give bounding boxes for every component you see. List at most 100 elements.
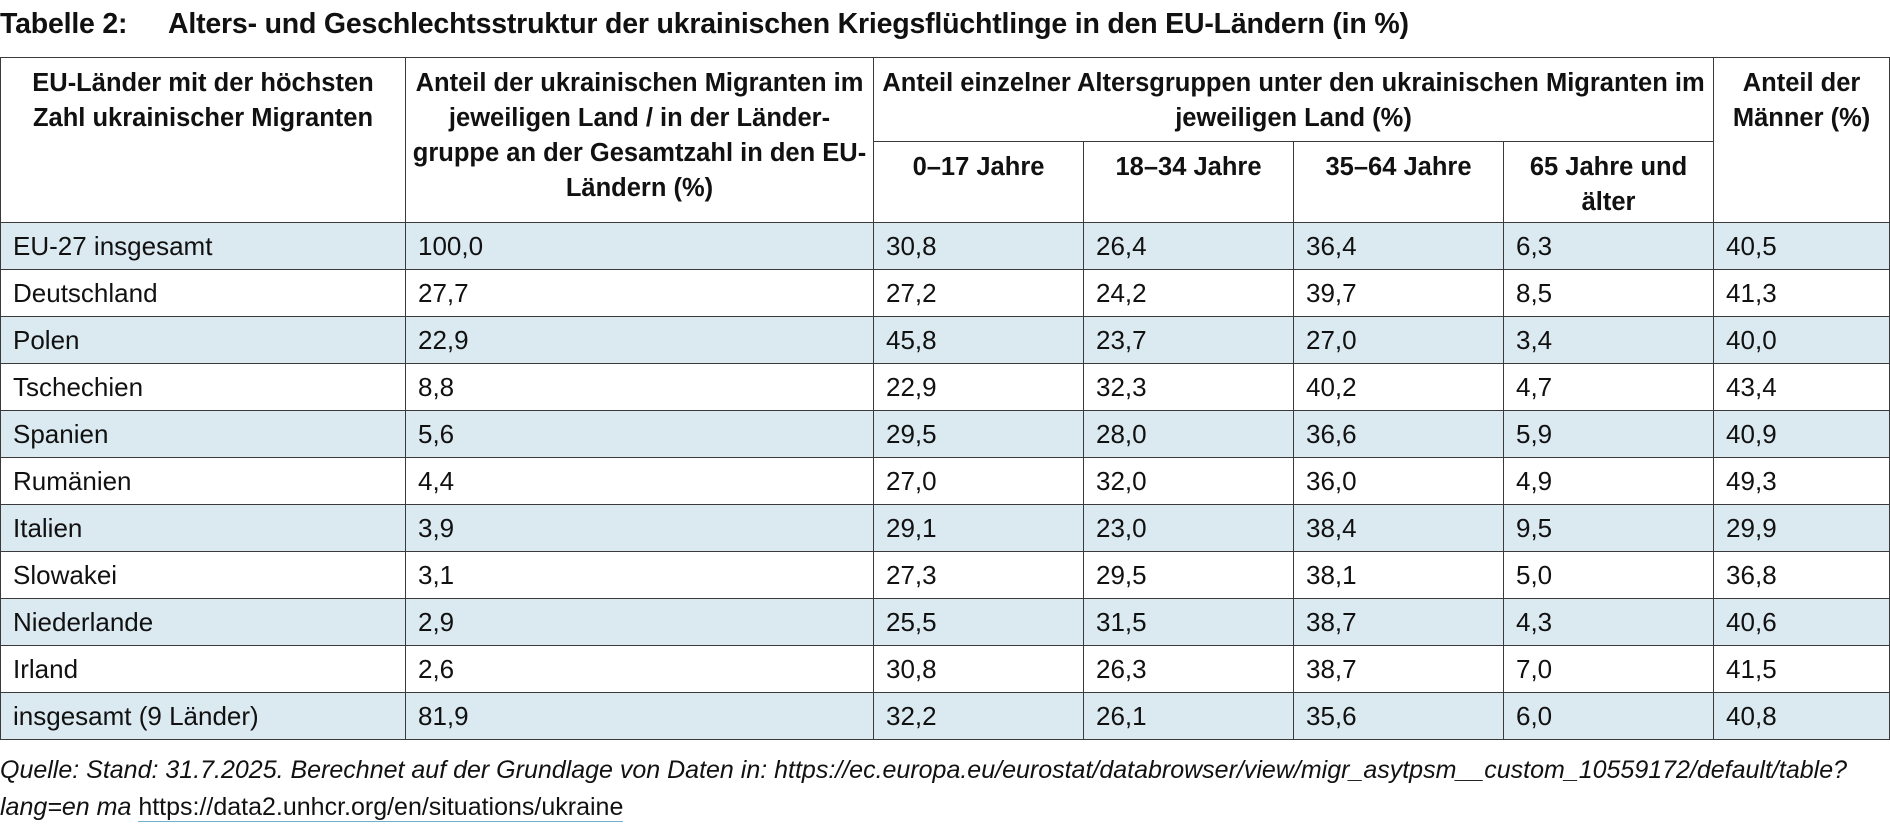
cell-age-0-17: 30,8 bbox=[873, 645, 1084, 693]
cell-share: 3,1 bbox=[405, 551, 874, 599]
cell-age-18-34: 26,4 bbox=[1083, 222, 1294, 270]
header-age-18-34: 18–34 Jahre bbox=[1083, 141, 1294, 223]
cell-age-65-plus: 6,3 bbox=[1502, 222, 1715, 270]
cell-age-18-34: 32,3 bbox=[1083, 363, 1294, 411]
table-row: Tschechien 8,8 22,9 32,3 40,2 4,7 43,4 bbox=[0, 363, 1890, 411]
table-number: Tabelle 2: bbox=[0, 8, 128, 40]
cell-country: Niederlande bbox=[0, 598, 406, 646]
cell-age-35-64: 36,4 bbox=[1293, 222, 1504, 270]
header-men: Anteil der Männer (%) bbox=[1713, 57, 1890, 223]
table-title-text: Alters- und Geschlechtsstruktur der ukra… bbox=[168, 8, 1409, 40]
data-table: EU-Länder mit der höchsten Zahl ukrainis… bbox=[0, 57, 1890, 740]
table-row: Niederlande 2,9 25,5 31,5 38,7 4,3 40,6 bbox=[0, 598, 1890, 646]
cell-age-65-plus: 8,5 bbox=[1502, 269, 1715, 317]
cell-age-0-17: 27,0 bbox=[873, 457, 1084, 505]
cell-age-0-17: 22,9 bbox=[873, 363, 1084, 411]
cell-men: 29,9 bbox=[1713, 504, 1890, 552]
cell-country: Slowakei bbox=[0, 551, 406, 599]
cell-age-0-17: 29,5 bbox=[873, 410, 1084, 458]
cell-age-35-64: 36,0 bbox=[1293, 457, 1504, 505]
cell-share: 3,9 bbox=[405, 504, 874, 552]
cell-age-18-34: 29,5 bbox=[1083, 551, 1294, 599]
cell-country: Polen bbox=[0, 316, 406, 364]
cell-age-35-64: 36,6 bbox=[1293, 410, 1504, 458]
cell-share: 4,4 bbox=[405, 457, 874, 505]
cell-men: 40,6 bbox=[1713, 598, 1890, 646]
cell-share: 2,9 bbox=[405, 598, 874, 646]
cell-country: Deutschland bbox=[0, 269, 406, 317]
cell-age-65-plus: 4,7 bbox=[1502, 363, 1715, 411]
cell-age-35-64: 38,7 bbox=[1293, 645, 1504, 693]
cell-age-0-17: 32,2 bbox=[873, 692, 1084, 740]
cell-age-65-plus: 9,5 bbox=[1502, 504, 1715, 552]
cell-age-35-64: 35,6 bbox=[1293, 692, 1504, 740]
cell-country: Tschechien bbox=[0, 363, 406, 411]
cell-age-65-plus: 5,0 bbox=[1502, 551, 1715, 599]
cell-share: 27,7 bbox=[405, 269, 874, 317]
cell-country: EU-27 insgesamt bbox=[0, 222, 406, 270]
header-age-group: Anteil einzelner Altersgruppen unter den… bbox=[872, 57, 1715, 142]
cell-age-65-plus: 6,0 bbox=[1502, 692, 1715, 740]
cell-men: 41,3 bbox=[1713, 269, 1890, 317]
cell-share: 8,8 bbox=[405, 363, 874, 411]
header-country: EU-Länder mit der höchsten Zahl ukrainis… bbox=[0, 57, 406, 223]
source-note: Quelle: Stand: 31.7.2025. Berechnet auf … bbox=[0, 752, 1890, 826]
cell-men: 40,9 bbox=[1713, 410, 1890, 458]
cell-age-65-plus: 4,9 bbox=[1502, 457, 1715, 505]
source-link[interactable]: https://data2.unhcr.org/en/situations/uk… bbox=[138, 793, 624, 822]
cell-age-18-34: 23,7 bbox=[1083, 316, 1294, 364]
cell-age-35-64: 27,0 bbox=[1293, 316, 1504, 364]
cell-age-65-plus: 4,3 bbox=[1502, 598, 1715, 646]
table-row: EU-27 insgesamt 100,0 30,8 26,4 36,4 6,3… bbox=[0, 222, 1890, 270]
table-row: Italien 3,9 29,1 23,0 38,4 9,5 29,9 bbox=[0, 504, 1890, 552]
cell-age-0-17: 27,3 bbox=[873, 551, 1084, 599]
cell-country: insgesamt (9 Länder) bbox=[0, 692, 406, 740]
cell-share: 5,6 bbox=[405, 410, 874, 458]
cell-age-18-34: 24,2 bbox=[1083, 269, 1294, 317]
cell-age-18-34: 26,3 bbox=[1083, 645, 1294, 693]
cell-age-65-plus: 7,0 bbox=[1502, 645, 1715, 693]
cell-age-35-64: 38,4 bbox=[1293, 504, 1504, 552]
cell-age-18-34: 31,5 bbox=[1083, 598, 1294, 646]
cell-age-0-17: 30,8 bbox=[873, 222, 1084, 270]
cell-country: Rumänien bbox=[0, 457, 406, 505]
cell-men: 43,4 bbox=[1713, 363, 1890, 411]
cell-men: 40,8 bbox=[1713, 692, 1890, 740]
header-age-35-64: 35–64 Jahre bbox=[1293, 141, 1504, 223]
source-text: Quelle: Stand: 31.7.2025. Berechnet auf … bbox=[0, 756, 1847, 821]
cell-age-65-plus: 3,4 bbox=[1502, 316, 1715, 364]
cell-age-0-17: 25,5 bbox=[873, 598, 1084, 646]
table-row: Spanien 5,6 29,5 28,0 36,6 5,9 40,9 bbox=[0, 410, 1890, 458]
table-row: Deutschland 27,7 27,2 24,2 39,7 8,5 41,3 bbox=[0, 269, 1890, 317]
header-age-65-plus: 65 Jahre und älter bbox=[1502, 141, 1715, 223]
table-row: Slowakei 3,1 27,3 29,5 38,1 5,0 36,8 bbox=[0, 551, 1890, 599]
cell-age-18-34: 26,1 bbox=[1083, 692, 1294, 740]
cell-age-35-64: 38,7 bbox=[1293, 598, 1504, 646]
cell-age-35-64: 39,7 bbox=[1293, 269, 1504, 317]
cell-age-18-34: 23,0 bbox=[1083, 504, 1294, 552]
cell-age-18-34: 32,0 bbox=[1083, 457, 1294, 505]
cell-men: 40,5 bbox=[1713, 222, 1890, 270]
cell-men: 36,8 bbox=[1713, 551, 1890, 599]
cell-age-18-34: 28,0 bbox=[1083, 410, 1294, 458]
header-age-0-17: 0–17 Jahre bbox=[873, 141, 1084, 223]
table-row: Irland 2,6 30,8 26,3 38,7 7,0 41,5 bbox=[0, 645, 1890, 693]
cell-age-0-17: 27,2 bbox=[873, 269, 1084, 317]
cell-share: 81,9 bbox=[405, 692, 874, 740]
table-row: Polen 22,9 45,8 23,7 27,0 3,4 40,0 bbox=[0, 316, 1890, 364]
cell-country: Spanien bbox=[0, 410, 406, 458]
cell-share: 22,9 bbox=[405, 316, 874, 364]
cell-share: 100,0 bbox=[405, 222, 874, 270]
cell-age-65-plus: 5,9 bbox=[1502, 410, 1715, 458]
cell-share: 2,6 bbox=[405, 645, 874, 693]
cell-age-35-64: 40,2 bbox=[1293, 363, 1504, 411]
cell-age-0-17: 45,8 bbox=[873, 316, 1084, 364]
cell-country: Irland bbox=[0, 645, 406, 693]
cell-men: 41,5 bbox=[1713, 645, 1890, 693]
table-row-total: insgesamt (9 Länder) 81,9 32,2 26,1 35,6… bbox=[0, 692, 1890, 740]
table-title: Tabelle 2: Alters- und Geschlechtsstruktu… bbox=[0, 8, 1890, 41]
header-share: Anteil der ukrainischen Migranten im jew… bbox=[405, 57, 874, 223]
cell-country: Italien bbox=[0, 504, 406, 552]
table-row: Rumänien 4,4 27,0 32,0 36,0 4,9 49,3 bbox=[0, 457, 1890, 505]
